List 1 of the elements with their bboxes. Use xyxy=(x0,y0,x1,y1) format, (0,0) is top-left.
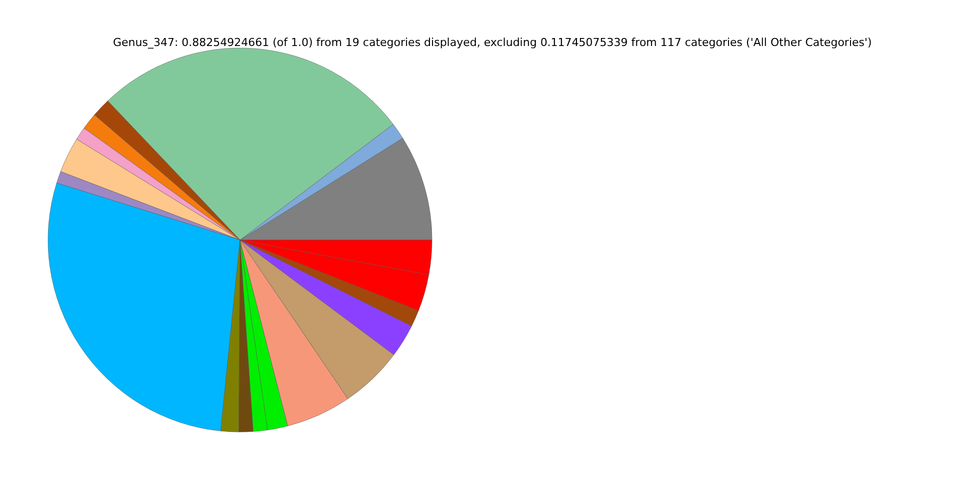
text: Genus_347: 0.88254924661 (of 1.0) from 19 categories displayed, excluding 0.11745075339 from 117 categories ('All Other Categories') xyxy=(113,36,872,49)
